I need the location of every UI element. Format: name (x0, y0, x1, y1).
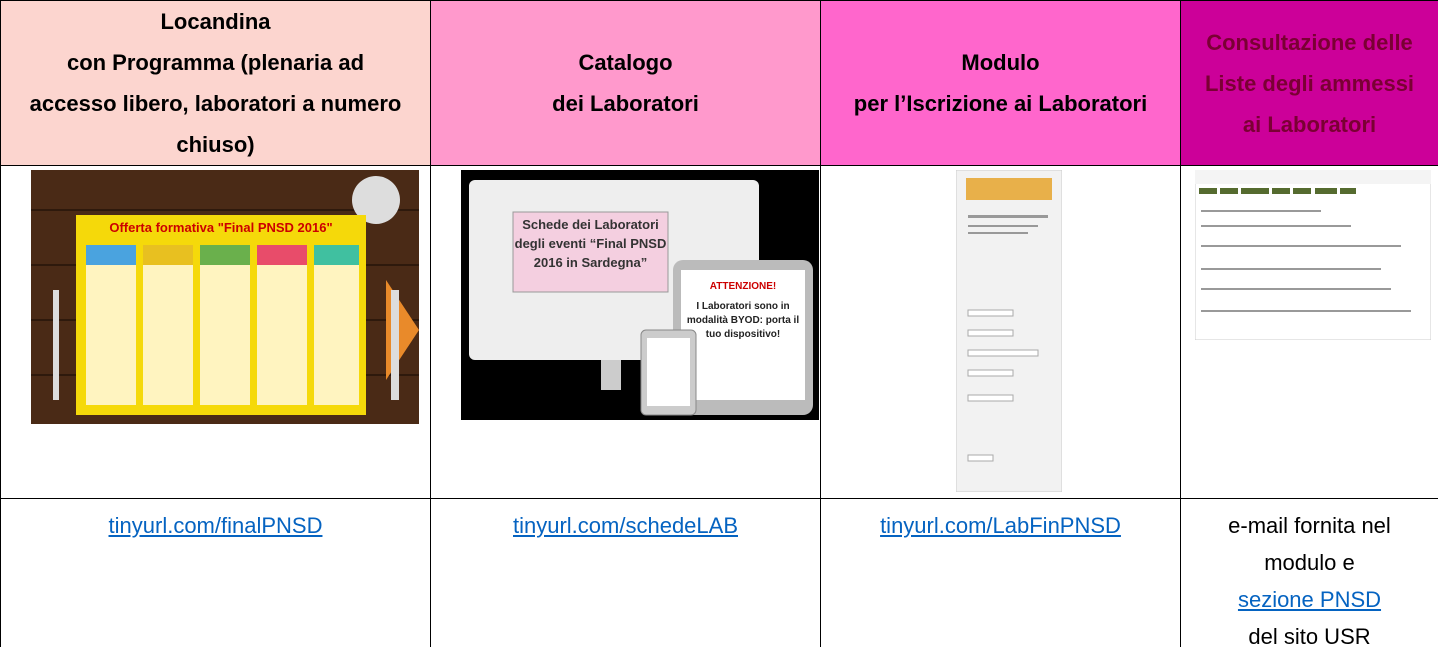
image-cell (1180, 165, 1438, 499)
catalog-notice-text: I Laboratori sono in modalità BYOD: port… (686, 301, 800, 340)
image-cell (820, 165, 1181, 499)
link-cell: tinyurl.com/finalPNSD (0, 498, 431, 647)
poster-title: Offerta formativa "Final PNSD 2016" (109, 220, 332, 235)
site-image (1195, 170, 1431, 340)
form-image (956, 170, 1062, 492)
text: e-mail fornita nel modulo e (1228, 513, 1391, 575)
header-row: Locandina con Programma (plenaria ad acc… (0, 0, 1438, 166)
catalog-title: Schede dei Laboratori degli eventi “Fina… (514, 217, 667, 270)
link-row: tinyurl.com/finalPNSD tinyurl.com/schede… (0, 498, 1438, 647)
image-cell: Offerta formativa "Final PNSD 2016" (0, 165, 431, 499)
header-cell: Locandina con Programma (plenaria ad acc… (0, 0, 431, 166)
link-cell: e-mail fornita nel modulo e sezione PNSD d… (1180, 498, 1438, 647)
catalog-notice-title: ATTENZIONE! (709, 281, 777, 292)
text: del sito USR (1248, 624, 1371, 647)
link-cell: tinyurl.com/LabFinPNSD (820, 498, 1181, 647)
link[interactable]: tinyurl.com/finalPNSD (108, 513, 323, 538)
link[interactable]: tinyurl.com/schedeLAB (513, 513, 738, 538)
header-cell: Catalogo dei Laboratori (430, 0, 821, 166)
link[interactable]: sezione PNSD (1237, 587, 1382, 612)
catalog-image: Schede dei Laboratori degli eventi “Fina… (461, 170, 819, 420)
header-cell: Modulo per l’Iscrizione ai Laboratori (820, 0, 1181, 166)
image-row: Offerta formativa "Final PNSD 2016" Sche… (0, 165, 1438, 499)
link[interactable]: tinyurl.com/LabFinPNSD (880, 513, 1121, 538)
image-cell: Schede dei Laboratori degli eventi “Fina… (430, 165, 821, 499)
link-cell: tinyurl.com/schedeLAB (430, 498, 821, 647)
poster-image: Offerta formativa "Final PNSD 2016" (31, 170, 419, 424)
header-cell: Consultazione delle Liste degli ammessi … (1180, 0, 1438, 166)
